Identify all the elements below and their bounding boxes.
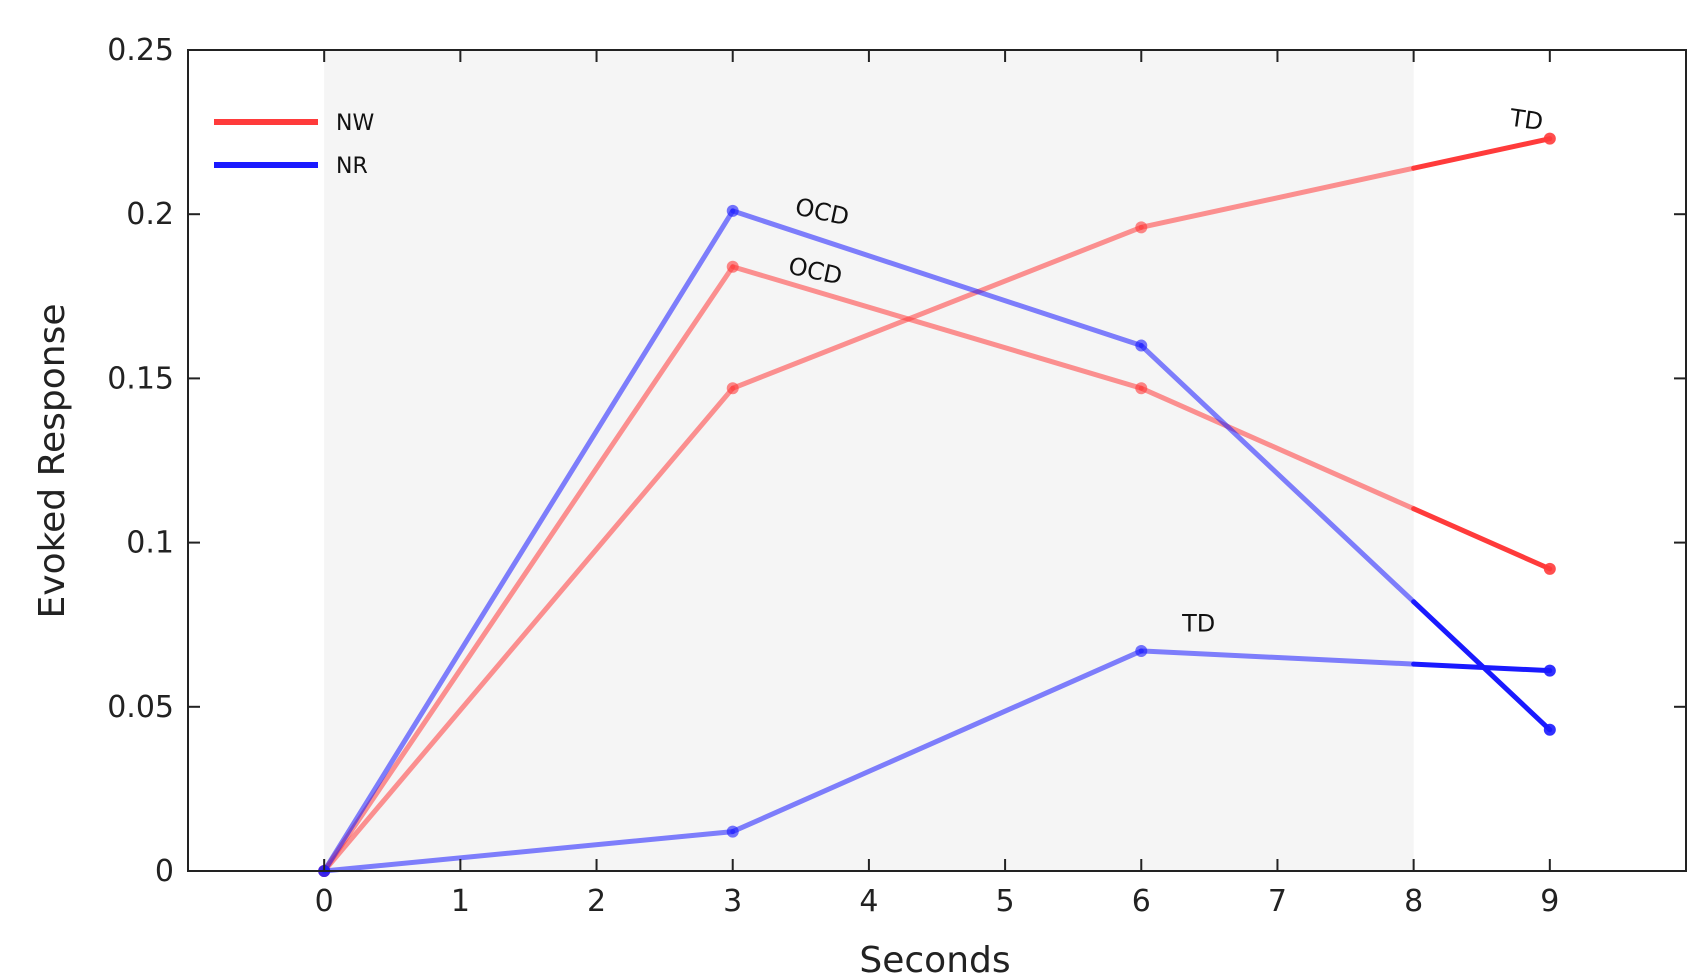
shaded-region [324,50,1414,871]
x-axis-title: Seconds [859,940,1010,980]
x-tick-label: 2 [587,884,606,919]
y-tick-label: 0.2 [126,197,174,232]
series-1-segment-0 [321,264,736,874]
x-tick-label: 0 [315,884,334,919]
plot-border [187,49,1687,872]
series-1-point-1 [726,260,739,273]
series-3-point-2 [1135,644,1148,657]
series-2-segment-1 [730,208,1144,349]
series-0-point-1 [726,382,739,395]
x-tick-label: 3 [723,884,742,919]
y-tick-label: 0.25 [107,33,174,68]
shaded-band [324,50,1414,871]
y-tick-label: 0.05 [107,690,174,725]
series-0-segment-0 [321,385,736,874]
series-0-outer-segment-0 [1411,136,1553,171]
legend: NW NR [214,111,374,179]
series-2-segment-2 [1138,343,1417,605]
x-tick-label: 6 [1132,884,1151,919]
series-0-segment-2 [1138,165,1417,230]
x-tick-label: 9 [1540,884,1559,919]
series-3-segment-2 [1138,648,1417,667]
series-0-point-2 [1135,221,1148,234]
series-annotation: TD [1181,609,1215,637]
legend-label: NW [336,111,374,136]
tick-layer: 0 1 2 3 4 5 6 7 8 9 0 0.05 0.1 0.15 0.2 0.25 [107,33,1686,919]
x-tick-label: 4 [859,884,878,919]
series-3-outer-segment-0 [1411,661,1553,674]
x-tick-label: 1 [451,884,470,919]
series-0-segment-1 [730,224,1144,391]
legend-label: NR [336,154,368,179]
series-1-segment-2 [1138,385,1417,512]
series-layer [318,132,1556,877]
series-3-segment-1 [730,648,1144,835]
x-tick-label: 8 [1404,884,1423,919]
series-2-segment-0 [321,208,736,874]
series-3-point-3 [1543,664,1556,677]
series-2-point-3 [1543,723,1556,736]
series-1-outer-segment-0 [1411,506,1553,572]
series-2-point-1 [726,204,739,217]
series-0-point-3 [1543,132,1556,145]
x-tick-label: 5 [996,884,1015,919]
series-3-point-1 [726,825,739,838]
series-1-segment-1 [730,264,1144,391]
series-annotation: TD [1507,104,1545,136]
series-1-point-3 [1543,562,1556,575]
y-tick-label: 0 [155,854,174,889]
plot-frame [187,49,1687,872]
series-1-point-2 [1135,382,1148,395]
y-axis-title: Evoked Response [32,304,73,619]
y-tick-label: 0.1 [126,526,174,561]
y-tick-label: 0.15 [107,361,174,396]
series-3-segment-0 [321,829,736,874]
x-tick-label: 7 [1268,884,1287,919]
series-2-point-2 [1135,339,1148,352]
